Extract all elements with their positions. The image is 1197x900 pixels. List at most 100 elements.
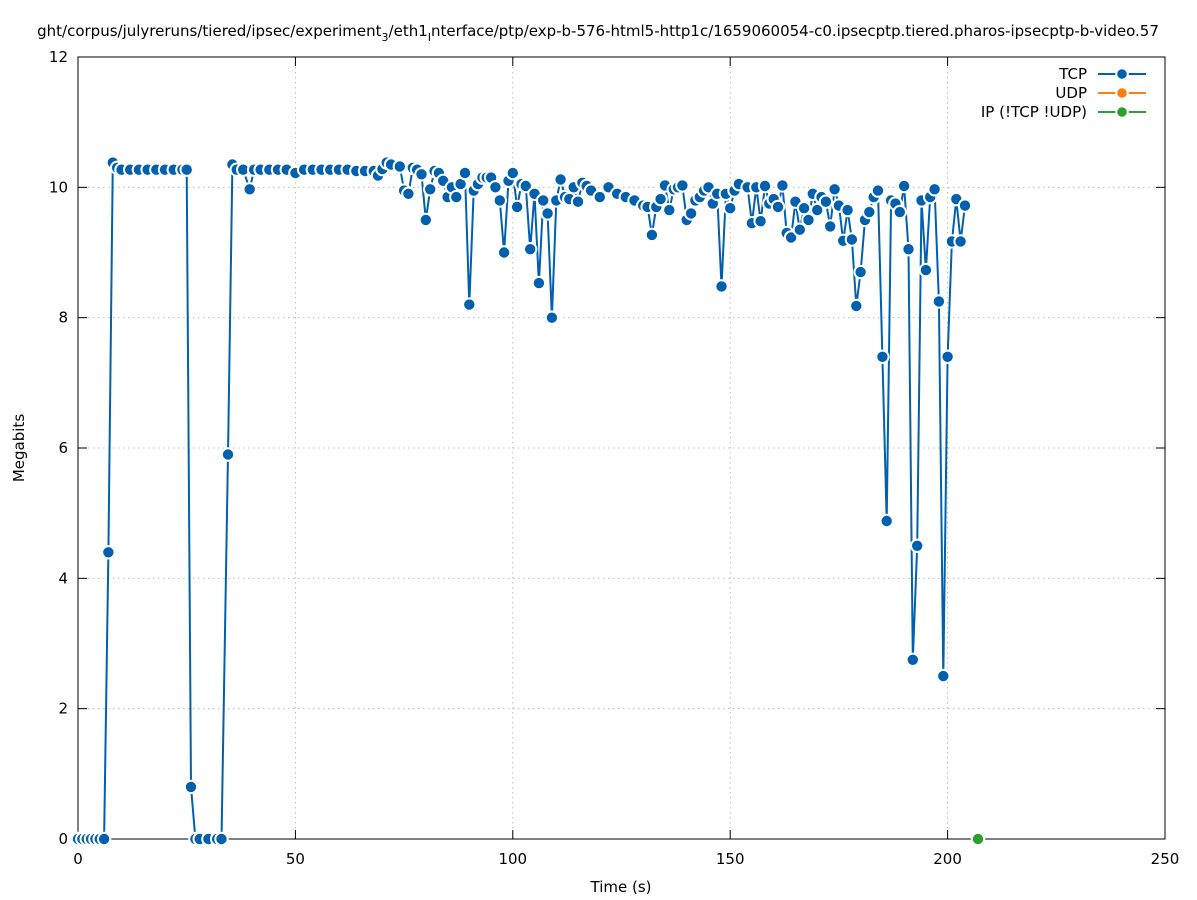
data-point bbox=[775, 178, 790, 193]
data-point bbox=[936, 668, 951, 684]
data-point bbox=[553, 172, 568, 187]
data-point bbox=[957, 198, 973, 213]
data-point bbox=[220, 447, 236, 462]
x-tick-label: 0 bbox=[73, 850, 83, 868]
data-point bbox=[783, 230, 799, 245]
data-point bbox=[931, 294, 947, 309]
data-point bbox=[905, 652, 920, 667]
data-point bbox=[818, 194, 834, 209]
data-point bbox=[896, 178, 912, 194]
data-point bbox=[496, 245, 512, 260]
data-point bbox=[392, 159, 407, 174]
x-axis-label: Time (s) bbox=[590, 878, 652, 896]
data-point bbox=[570, 194, 586, 209]
data-point bbox=[927, 182, 942, 197]
series-layer bbox=[70, 155, 986, 847]
data-point bbox=[810, 202, 825, 218]
legend-marker bbox=[1115, 67, 1129, 81]
data-point bbox=[214, 831, 229, 847]
data-point bbox=[462, 297, 477, 312]
data-point bbox=[970, 831, 986, 847]
data-point bbox=[875, 349, 890, 364]
legend-label: UDP bbox=[1055, 84, 1087, 102]
data-point bbox=[531, 275, 547, 291]
y-tick-label: 10 bbox=[49, 178, 68, 196]
data-point bbox=[879, 513, 894, 529]
data-point bbox=[940, 349, 955, 364]
data-point bbox=[418, 212, 433, 228]
x-tick-labels: 0 50 100 150 200 250 bbox=[73, 850, 1179, 868]
y-tick-label: 0 bbox=[58, 830, 68, 848]
y-tick-label: 12 bbox=[49, 48, 68, 66]
plot-frame bbox=[77, 56, 1166, 840]
data-point bbox=[592, 189, 607, 205]
data-point bbox=[509, 199, 525, 215]
data-point bbox=[96, 831, 112, 847]
series-0 bbox=[70, 155, 973, 847]
series-2 bbox=[970, 831, 986, 847]
data-point bbox=[892, 204, 907, 220]
data-point bbox=[770, 199, 786, 215]
y-axis-label: Megabits bbox=[10, 414, 28, 482]
data-point bbox=[827, 182, 842, 197]
data-point bbox=[540, 206, 555, 221]
legend-label: TCP bbox=[1058, 65, 1087, 83]
data-point bbox=[101, 545, 116, 560]
y-tick-label: 2 bbox=[58, 700, 68, 718]
data-point bbox=[870, 183, 886, 198]
data-point bbox=[505, 165, 520, 181]
data-point bbox=[179, 162, 194, 177]
data-point bbox=[714, 279, 729, 294]
series-line bbox=[78, 159, 966, 840]
y-tick-labels: 0 2 4 6 8 10 12 bbox=[49, 48, 68, 848]
data-point bbox=[662, 202, 677, 218]
data-point bbox=[644, 227, 660, 243]
data-point bbox=[457, 165, 473, 181]
data-point bbox=[801, 212, 816, 228]
data-point bbox=[488, 180, 503, 195]
legend-marker bbox=[1115, 105, 1129, 119]
x-tick-label: 100 bbox=[498, 850, 527, 868]
data-point bbox=[423, 182, 438, 197]
data-point bbox=[901, 242, 916, 257]
x-tick-label: 150 bbox=[716, 850, 745, 868]
data-point bbox=[449, 189, 464, 205]
data-point bbox=[910, 538, 925, 553]
data-point bbox=[849, 298, 864, 314]
data-point bbox=[853, 264, 868, 280]
data-point bbox=[683, 206, 699, 221]
data-point bbox=[953, 234, 968, 249]
data-point bbox=[492, 193, 507, 208]
x-tick-label: 50 bbox=[286, 850, 305, 868]
data-point bbox=[536, 193, 551, 208]
data-point bbox=[242, 182, 257, 197]
x-tick-label: 200 bbox=[933, 850, 962, 868]
grid-lines bbox=[78, 57, 1165, 839]
chart-title: ght/corpus/julyreruns/tiered/ipsec/exper… bbox=[37, 22, 1159, 44]
data-point bbox=[414, 167, 429, 182]
data-point bbox=[653, 191, 668, 207]
data-point bbox=[862, 204, 877, 220]
y-tick-label: 4 bbox=[58, 569, 68, 587]
data-point bbox=[757, 178, 773, 194]
data-point bbox=[918, 262, 934, 278]
data-point bbox=[792, 222, 807, 237]
legend-label: IP (!TCP !UDP) bbox=[981, 103, 1087, 121]
data-point bbox=[840, 202, 855, 218]
data-point bbox=[723, 201, 738, 216]
data-point bbox=[523, 242, 538, 257]
data-point bbox=[796, 201, 812, 216]
data-point bbox=[183, 779, 199, 795]
y-tick-label: 6 bbox=[58, 439, 68, 457]
x-tick-label: 250 bbox=[1151, 850, 1180, 868]
legend-marker bbox=[1115, 86, 1129, 100]
y-tick-label: 8 bbox=[58, 309, 68, 327]
data-point bbox=[401, 186, 416, 202]
data-point bbox=[544, 310, 560, 325]
data-point bbox=[675, 178, 690, 193]
data-point bbox=[518, 178, 533, 194]
data-point bbox=[823, 219, 838, 234]
data-point bbox=[753, 214, 768, 229]
